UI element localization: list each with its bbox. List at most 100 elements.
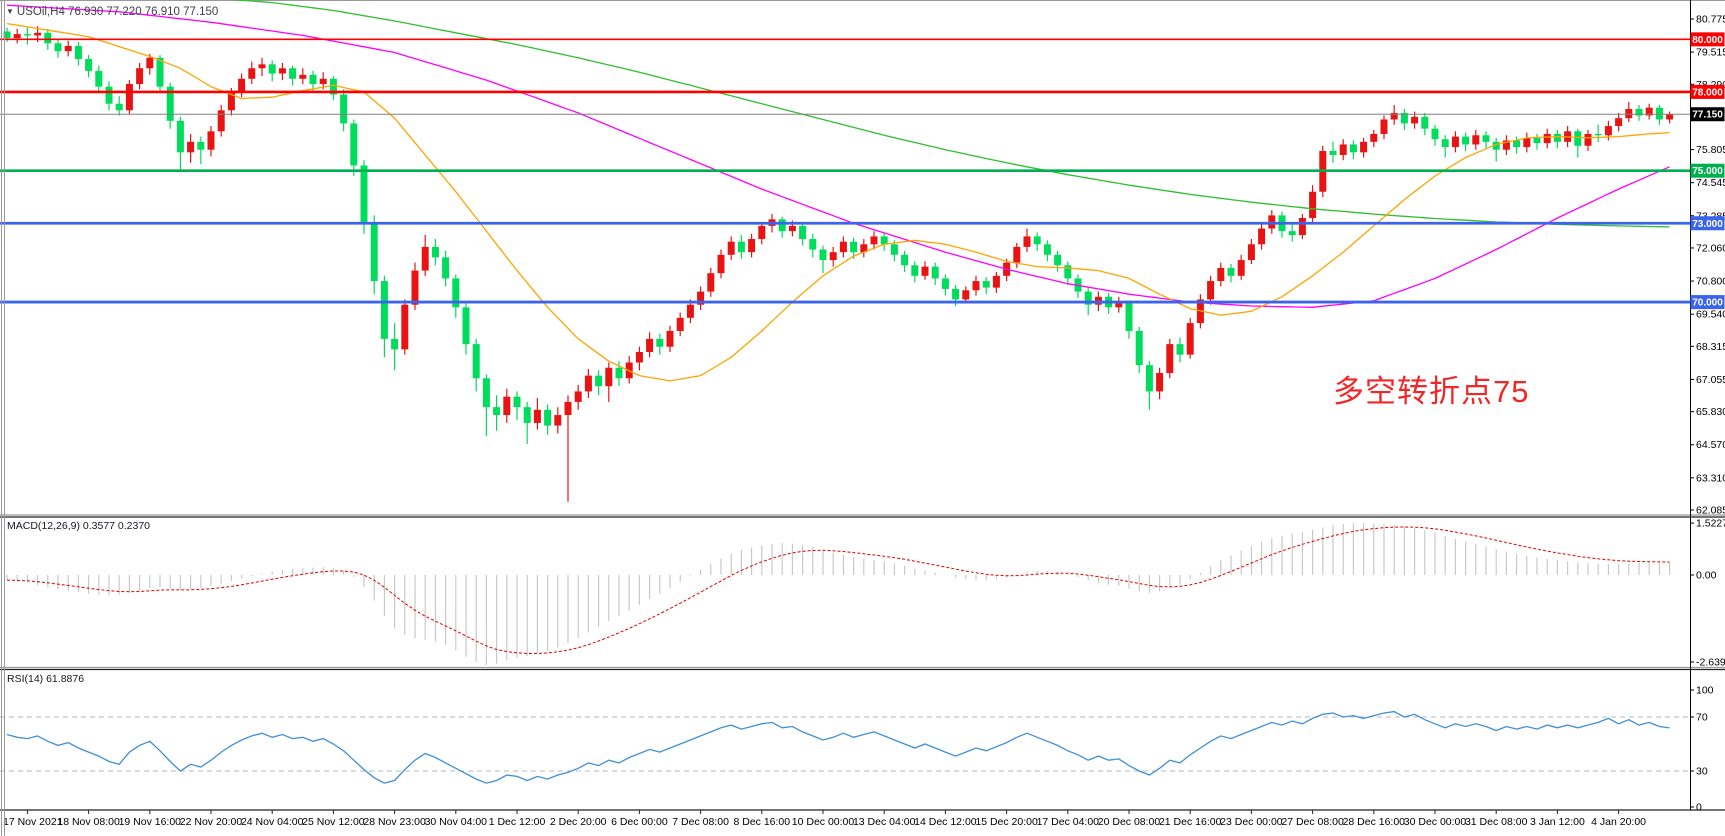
candle-body	[299, 74, 307, 79]
candle-body	[360, 165, 368, 224]
candle-body	[227, 91, 235, 111]
candle-body	[1655, 107, 1663, 120]
candle-body	[1033, 236, 1041, 245]
candle-body	[1370, 133, 1378, 142]
macd-histogram	[6, 523, 1671, 666]
candle-body	[1421, 116, 1429, 129]
candle-body	[1513, 140, 1521, 148]
candle-body	[717, 254, 725, 274]
window-left-border-inner	[4, 0, 5, 836]
candle-body	[493, 407, 501, 416]
current-price-badge-text: 77.150	[1692, 110, 1723, 121]
candle-body	[1594, 133, 1602, 136]
candle-body	[380, 281, 388, 339]
candle-body	[85, 59, 93, 71]
candle-body	[1400, 112, 1408, 124]
candle-body	[748, 239, 756, 253]
candle-body	[1084, 291, 1092, 305]
main-chart-area[interactable]	[0, 0, 1690, 516]
candle-body	[1054, 254, 1062, 266]
time-tick-label: 28 Dec 16:00	[1343, 816, 1406, 828]
candle-body	[1390, 112, 1398, 120]
window-left-border	[1, 0, 2, 836]
candle-body	[431, 246, 439, 258]
candle-body	[901, 254, 909, 266]
level-badge-73.000-text: 73.000	[1692, 219, 1723, 230]
candle-body	[890, 244, 898, 255]
candle-body	[1482, 135, 1490, 142]
candle-body	[125, 84, 133, 111]
level-badge-75.000-bg	[1690, 163, 1725, 178]
price-tick-label: 74.545	[1696, 177, 1725, 189]
rsi-tick-label: 70	[1696, 712, 1708, 724]
candle-body	[401, 304, 409, 350]
candle-body	[13, 34, 21, 39]
candle-body	[1380, 119, 1388, 134]
candle-body	[207, 131, 215, 150]
macd-signal-line	[6, 526, 1670, 654]
macd-panel-area[interactable]	[0, 517, 1690, 668]
candle-body	[442, 257, 450, 279]
time-tick-label: 4 Jan 20:00	[1591, 816, 1646, 828]
time-tick-label: 25 Nov 12:00	[302, 816, 365, 828]
time-tick-label: 1 Dec 12:00	[489, 816, 546, 828]
candle-body	[268, 64, 276, 74]
candle-body	[1115, 303, 1123, 308]
candle-body	[931, 266, 939, 279]
candle-body	[860, 244, 868, 253]
rsi-line	[6, 710, 1670, 784]
candle-body	[921, 266, 929, 276]
level-badge-80.000: 80.000	[1690, 32, 1725, 47]
time-tick-label: 23 Dec 00:00	[1220, 816, 1283, 828]
candle-body	[523, 407, 531, 423]
level-badge-73.000-bg	[1690, 216, 1725, 231]
macd-tick-label: -2.6392	[1696, 657, 1725, 669]
candle-body	[788, 225, 796, 232]
candle-body	[870, 236, 878, 245]
candle-body	[615, 367, 623, 379]
candle-body	[676, 317, 684, 331]
chart-text-annotation[interactable]: 多空转折点75	[1333, 374, 1530, 409]
macd-indicator-label: MACD(12,26,9) 0.3577 0.2370	[7, 520, 151, 532]
symbol-ohlc-info: ▼ USOil,H4 76.930 77.220 76.910 77.150	[6, 6, 218, 18]
time-axis[interactable]	[0, 810, 1725, 836]
candle-body	[1329, 151, 1337, 155]
candle-body	[105, 86, 113, 104]
candle-body	[329, 78, 337, 95]
price-tick-label: 65.830	[1696, 406, 1725, 418]
current-price-badge-bg	[1690, 107, 1725, 122]
candle-body	[1543, 133, 1551, 144]
candle-body	[23, 34, 31, 36]
candle-body	[319, 78, 327, 85]
candle-body	[1217, 267, 1225, 282]
candle-body	[656, 338, 664, 347]
candle-body	[1645, 107, 1653, 116]
candle-body	[1258, 228, 1266, 245]
candle-body	[156, 57, 164, 87]
candle-body	[1431, 128, 1439, 140]
time-tick-label: 30 Dec 00:00	[1404, 816, 1467, 828]
candle-body	[54, 43, 62, 52]
candle-body	[95, 70, 103, 87]
candle-body	[1492, 141, 1500, 150]
candle-body	[544, 409, 552, 426]
price-tick-label: 64.570	[1696, 439, 1725, 451]
time-tick-label: 17 Nov 2021	[3, 816, 63, 828]
candle-body	[1043, 244, 1051, 255]
candle-body	[574, 391, 582, 402]
candle-body	[452, 278, 460, 308]
candle-body	[666, 330, 674, 347]
rsi-panel-area[interactable]	[0, 669, 1690, 810]
macd-tick-label: 0.00	[1696, 570, 1717, 582]
candle-body	[758, 225, 766, 240]
time-tick-label: 27 Dec 08:00	[1281, 816, 1344, 828]
candle-body	[982, 281, 990, 288]
time-tick-label: 30 Nov 04:00	[425, 816, 488, 828]
price-axis[interactable]	[1690, 0, 1725, 810]
candle-body	[1574, 131, 1582, 146]
candle-body	[1472, 135, 1480, 145]
candle-body	[564, 401, 572, 416]
candle-body	[1125, 303, 1133, 331]
level-badge-80.000-text: 80.000	[1692, 35, 1723, 46]
